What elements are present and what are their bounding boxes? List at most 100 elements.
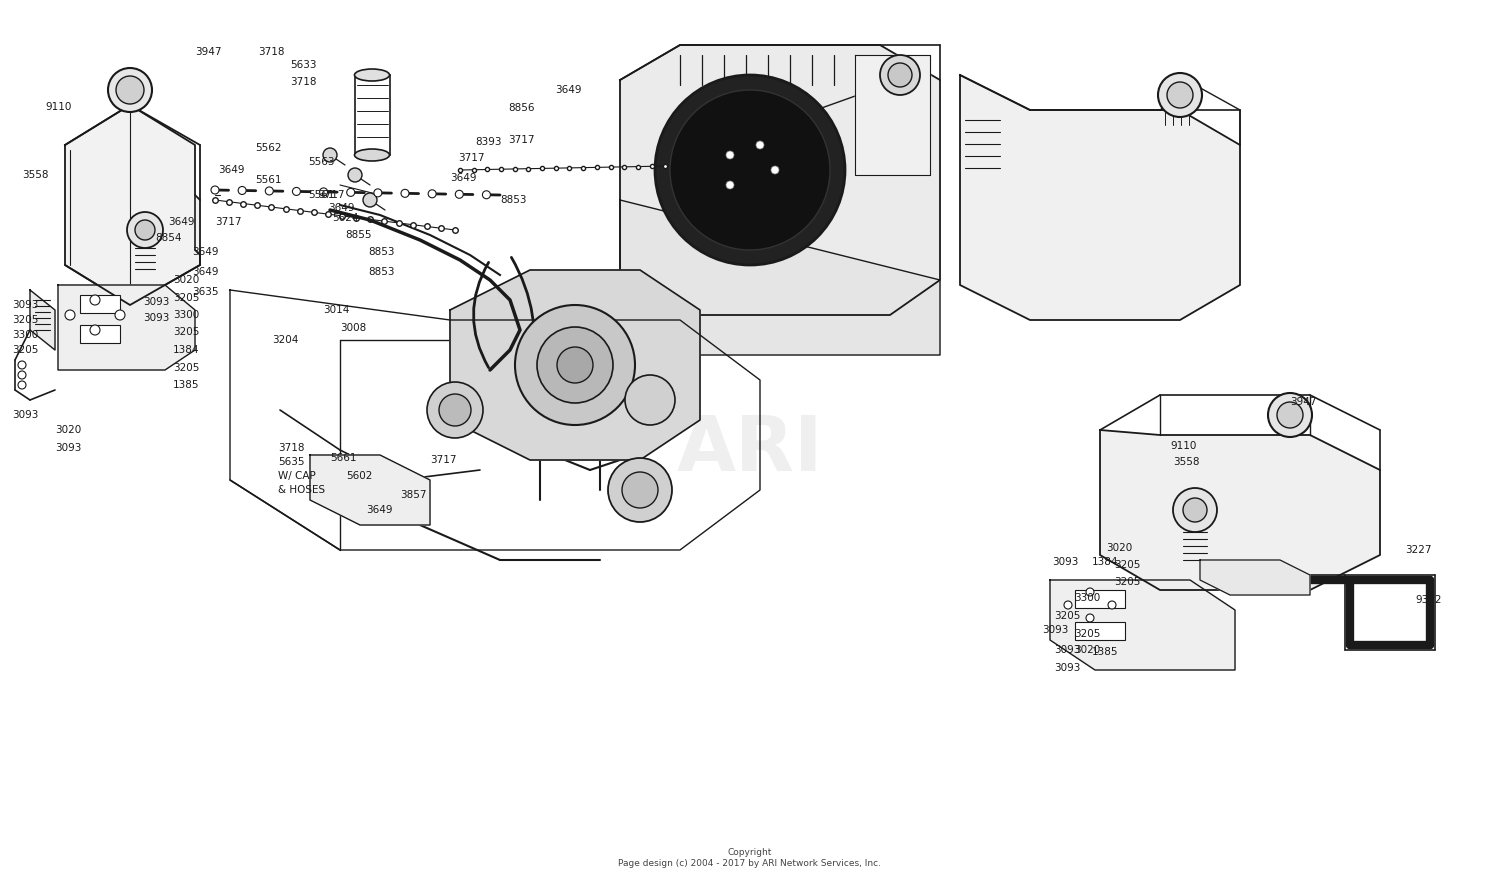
Polygon shape: [30, 290, 56, 350]
Circle shape: [18, 371, 26, 379]
Polygon shape: [620, 200, 940, 355]
Polygon shape: [64, 105, 200, 305]
Text: 8853: 8853: [368, 267, 394, 277]
Text: 9110: 9110: [1170, 441, 1197, 451]
Circle shape: [880, 55, 920, 95]
Circle shape: [348, 168, 361, 182]
Polygon shape: [1050, 580, 1234, 670]
Circle shape: [320, 188, 327, 196]
Circle shape: [427, 382, 483, 438]
Text: 3649: 3649: [450, 173, 477, 183]
Circle shape: [726, 151, 734, 159]
Ellipse shape: [354, 149, 390, 161]
Circle shape: [238, 186, 246, 194]
Circle shape: [363, 193, 376, 207]
Text: 9372: 9372: [1414, 595, 1442, 605]
Text: 3558: 3558: [1173, 457, 1200, 467]
Text: 1385: 1385: [172, 380, 200, 390]
Circle shape: [292, 187, 300, 195]
Text: & HOSES: & HOSES: [278, 485, 326, 495]
Text: 3205: 3205: [1054, 611, 1080, 621]
Circle shape: [128, 212, 164, 248]
Circle shape: [18, 361, 26, 369]
Text: 3093: 3093: [12, 410, 39, 420]
Text: 3093: 3093: [1054, 663, 1080, 673]
Text: 3205: 3205: [172, 293, 200, 303]
Circle shape: [374, 189, 382, 197]
Circle shape: [266, 187, 273, 195]
Text: 8854: 8854: [154, 233, 182, 243]
Text: 3857: 3857: [400, 490, 426, 500]
Text: W/ CAP: W/ CAP: [278, 471, 315, 481]
Text: 3717: 3717: [214, 217, 242, 227]
Text: 5563: 5563: [308, 157, 334, 167]
Text: 8853: 8853: [500, 195, 526, 205]
Text: 3558: 3558: [22, 170, 48, 180]
Circle shape: [64, 310, 75, 320]
Circle shape: [456, 190, 464, 198]
Circle shape: [116, 76, 144, 104]
Text: 3093: 3093: [1052, 557, 1078, 567]
Circle shape: [135, 220, 154, 240]
Text: 8853: 8853: [368, 247, 394, 257]
Circle shape: [888, 63, 912, 87]
Circle shape: [771, 166, 778, 174]
Circle shape: [608, 458, 672, 522]
Circle shape: [440, 394, 471, 426]
Polygon shape: [960, 75, 1240, 320]
Text: 3649: 3649: [555, 85, 582, 95]
Text: 3020: 3020: [172, 275, 200, 285]
Text: 3718: 3718: [278, 443, 304, 453]
Text: 3649: 3649: [168, 217, 195, 227]
Circle shape: [400, 189, 410, 197]
Circle shape: [537, 327, 614, 403]
Text: 3717: 3717: [318, 190, 345, 200]
Text: 5633: 5633: [290, 60, 316, 70]
Text: 8855: 8855: [345, 230, 372, 240]
Circle shape: [90, 295, 101, 305]
Text: 3718: 3718: [290, 77, 316, 87]
Bar: [80, 325, 120, 343]
Text: 3649: 3649: [192, 267, 219, 277]
Text: 3717: 3717: [430, 455, 456, 465]
Circle shape: [622, 472, 658, 508]
Text: 5661: 5661: [330, 453, 357, 463]
Text: 5561: 5561: [308, 190, 334, 200]
Circle shape: [1268, 393, 1312, 437]
Polygon shape: [450, 270, 700, 460]
Circle shape: [726, 181, 734, 189]
Text: ARI: ARI: [676, 413, 824, 487]
Text: 9110: 9110: [45, 102, 72, 112]
Circle shape: [427, 190, 436, 198]
Text: 5624: 5624: [332, 213, 358, 223]
Circle shape: [1173, 488, 1216, 532]
Text: 8856: 8856: [509, 103, 534, 113]
Text: 3093: 3093: [142, 297, 170, 307]
Text: 8393: 8393: [476, 137, 501, 147]
Text: 3204: 3204: [272, 335, 298, 345]
Bar: [80, 295, 120, 313]
Circle shape: [211, 186, 219, 194]
Text: 1385: 1385: [1092, 647, 1119, 657]
Text: 3093: 3093: [56, 443, 81, 453]
Bar: [1076, 590, 1125, 608]
Text: 3014: 3014: [322, 305, 350, 315]
Text: 3205: 3205: [172, 327, 200, 337]
Text: 3300: 3300: [12, 330, 39, 340]
Text: 3947: 3947: [195, 47, 222, 57]
Text: 3205: 3205: [1114, 577, 1140, 587]
Text: 3227: 3227: [1406, 545, 1431, 555]
Circle shape: [322, 148, 338, 162]
Ellipse shape: [354, 69, 390, 81]
Text: 3718: 3718: [258, 47, 285, 57]
Bar: [1076, 622, 1125, 640]
Text: 3717: 3717: [458, 153, 484, 163]
Text: 3635: 3635: [192, 287, 219, 297]
Text: 5562: 5562: [255, 143, 282, 153]
Circle shape: [756, 141, 764, 149]
Circle shape: [1167, 82, 1192, 108]
Circle shape: [116, 310, 124, 320]
Text: 3205: 3205: [12, 315, 39, 325]
Text: 1384: 1384: [1092, 557, 1119, 567]
Circle shape: [483, 191, 490, 199]
